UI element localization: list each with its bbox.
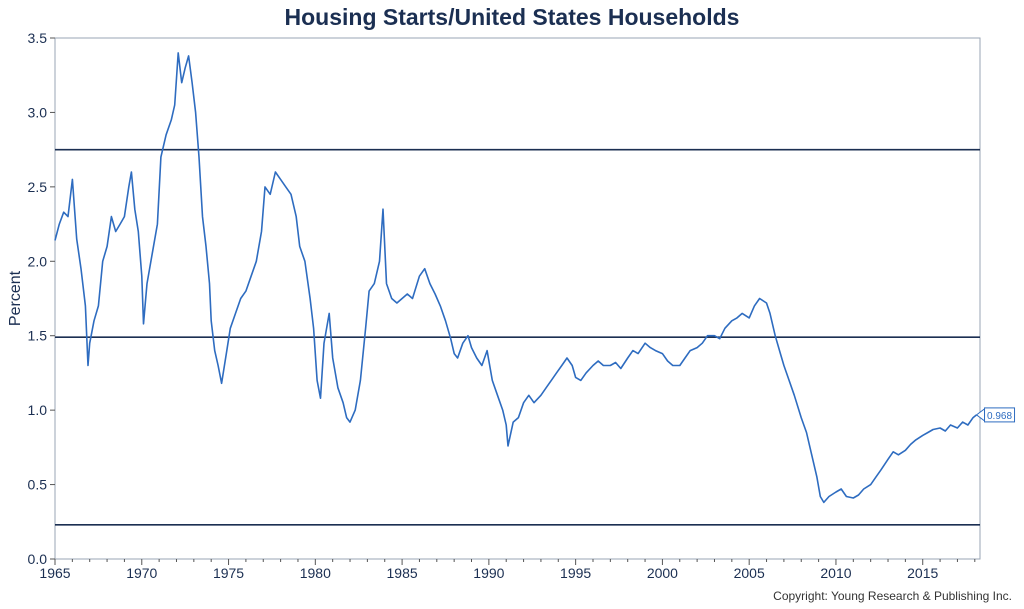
y-tick-label: 0.5 bbox=[28, 477, 48, 493]
y-axis-label: Percent bbox=[7, 270, 24, 326]
x-tick-label: 1985 bbox=[387, 565, 418, 581]
x-tick-label: 2015 bbox=[907, 565, 938, 581]
x-tick-label: 2005 bbox=[734, 565, 765, 581]
x-tick-label: 1995 bbox=[560, 565, 591, 581]
x-tick-label: 1980 bbox=[300, 565, 331, 581]
y-tick-label: 2.5 bbox=[28, 179, 48, 195]
y-tick-label: 2.0 bbox=[28, 253, 48, 269]
plot-frame bbox=[54, 37, 981, 560]
y-tick-label: 3.5 bbox=[28, 30, 48, 46]
last-value-box bbox=[984, 407, 1016, 423]
copyright-notice: Copyright: Young Research & Publishing I… bbox=[773, 589, 1012, 603]
x-tick-label: 2010 bbox=[820, 565, 851, 581]
y-tick-label: 1.0 bbox=[28, 402, 48, 418]
x-tick-label: 1975 bbox=[213, 565, 244, 581]
y-tick-label: 1.5 bbox=[28, 328, 48, 344]
y-tick-label: 0.0 bbox=[28, 551, 48, 567]
last-value-pointer bbox=[975, 407, 986, 422]
chart-title: Housing Starts/United States Households bbox=[284, 4, 740, 30]
y-tick-label: 3.0 bbox=[28, 104, 48, 120]
x-tick-label: 2000 bbox=[647, 565, 678, 581]
x-tick-label: 1965 bbox=[39, 565, 70, 581]
x-tick-label: 1970 bbox=[126, 565, 157, 581]
x-tick-label: 1990 bbox=[473, 565, 504, 581]
last-value-label: 0.968 bbox=[987, 411, 1012, 422]
series-line bbox=[54, 52, 977, 504]
